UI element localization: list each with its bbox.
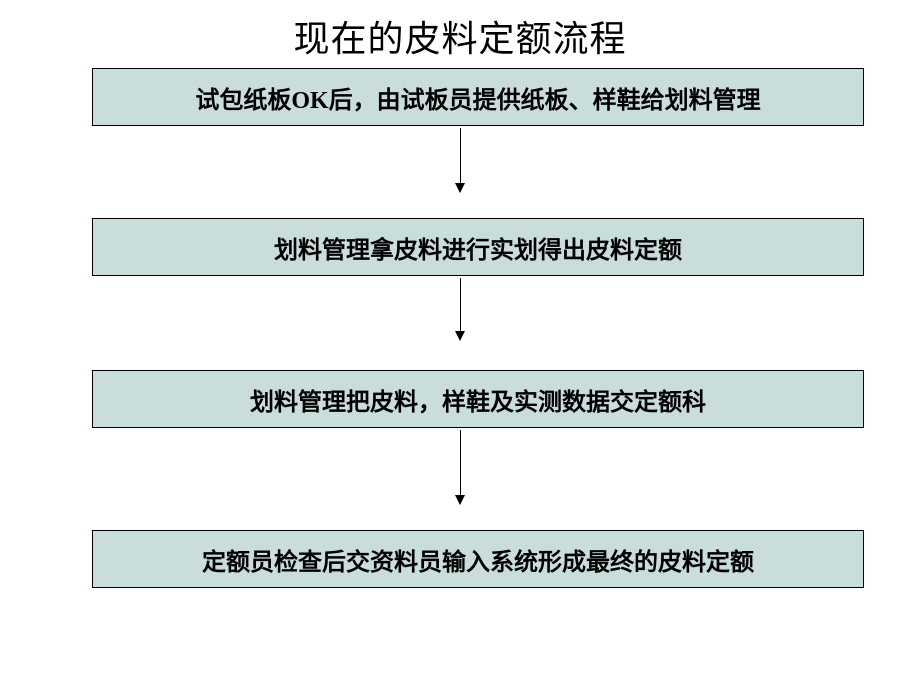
step-box-2: 划料管理拿皮料进行实划得出皮料定额 — [92, 218, 864, 276]
arrow-head-icon — [455, 495, 465, 505]
step-label: 划料管理把皮料，样鞋及实测数据交定额科 — [250, 382, 706, 417]
arrow-1 — [455, 128, 465, 193]
step-box-3: 划料管理把皮料，样鞋及实测数据交定额科 — [92, 370, 864, 428]
arrow-line — [460, 430, 461, 495]
step-label: 试包纸板OK后，由试板员提供纸板、样鞋给划料管理 — [195, 80, 760, 115]
diagram-title: 现在的皮料定额流程 — [0, 10, 920, 62]
step-box-4: 定额员检查后交资料员输入系统形成最终的皮料定额 — [92, 530, 864, 588]
arrow-2 — [455, 278, 465, 341]
arrow-head-icon — [455, 183, 465, 193]
step-box-1: 试包纸板OK后，由试板员提供纸板、样鞋给划料管理 — [92, 68, 864, 126]
arrow-line — [460, 278, 461, 331]
arrow-3 — [455, 430, 465, 505]
arrow-line — [460, 128, 461, 183]
flowchart-container: 现在的皮料定额流程 试包纸板OK后，由试板员提供纸板、样鞋给划料管理 划料管理拿… — [0, 0, 920, 690]
step-label: 划料管理拿皮料进行实划得出皮料定额 — [274, 230, 682, 265]
step-label: 定额员检查后交资料员输入系统形成最终的皮料定额 — [202, 542, 754, 577]
arrow-head-icon — [455, 331, 465, 341]
